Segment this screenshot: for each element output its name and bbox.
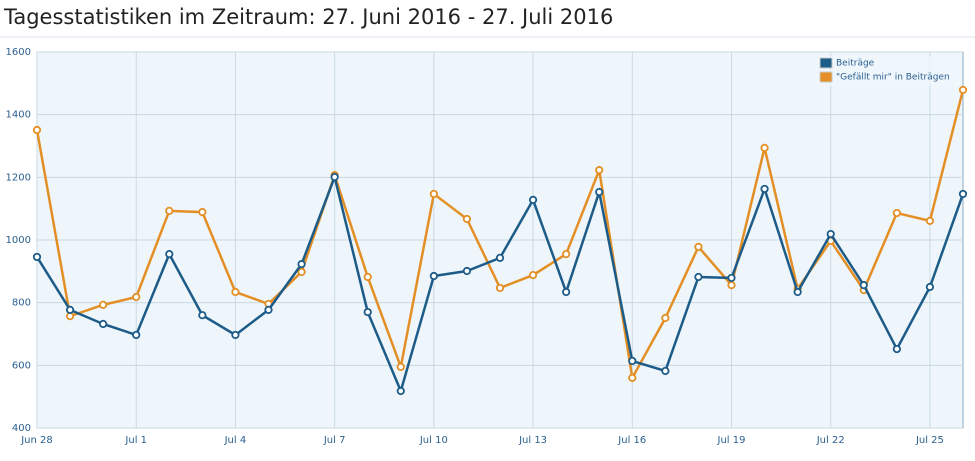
data-point [297,267,306,277]
y-tick-label: 1600 [6,47,31,58]
data-point [330,172,339,182]
data-point [925,282,935,292]
data-point [925,216,935,225]
data-point [99,319,108,329]
x-tick-label: Jul 7 [323,435,346,446]
x-tick-label: Jul 4 [224,435,247,446]
legend-label: Beiträge [836,59,875,69]
y-tick-label: 1000 [6,235,31,246]
data-point [198,311,207,320]
data-point [628,373,637,382]
y-tick-label: 400 [12,423,31,434]
data-point [363,272,372,282]
data-point [562,250,571,259]
data-point [396,386,405,396]
y-tick-label: 1400 [6,110,31,121]
data-point [727,281,736,290]
data-point [958,189,968,199]
data-point [462,266,472,276]
legend-swatch [819,57,833,69]
data-point [65,305,75,314]
data-point [99,300,108,309]
data-point [595,187,604,197]
data-point [198,208,207,217]
y-tick-label: 600 [12,360,31,371]
data-point [562,287,571,297]
data-point [495,253,505,262]
data-point [760,184,769,194]
data-point [429,271,438,281]
data-point [826,229,835,239]
y-tick-label: 1200 [6,172,31,183]
data-point [661,366,670,376]
x-tick-label: Jul 25 [915,435,944,446]
data-point [363,307,372,317]
data-point [132,330,141,340]
data-point [495,283,505,293]
data-point [396,362,405,371]
data-point [462,214,472,224]
data-point [892,344,901,354]
data-point [727,273,736,283]
data-point [264,305,273,314]
data-point [958,85,968,95]
data-point [694,242,703,251]
data-point [132,292,141,302]
data-point [231,287,240,297]
x-tick-label: Jul 22 [816,435,845,446]
data-point [628,356,637,366]
data-point [661,313,670,323]
data-point [165,206,174,215]
data-point [231,330,240,340]
data-point [528,270,538,280]
data-point [165,250,174,259]
data-point [429,189,438,199]
data-point [892,208,901,218]
x-tick-label: Jul 13 [518,435,547,446]
data-point [595,166,604,175]
x-tick-label: Jul 10 [419,435,448,446]
data-point [528,195,538,204]
y-tick-label: 800 [12,298,31,309]
x-tick-label: Jul 16 [617,435,646,446]
legend-box [816,56,960,86]
x-tick-label: Jul 19 [717,435,746,446]
legend-swatch [819,71,833,83]
data-point [859,281,868,290]
data-point [32,252,42,262]
data-point [793,287,802,297]
chart-title: Tagesstatistiken im Zeitraum: 27. Juni 2… [3,5,613,29]
legend-label: "Gefällt mir" in Beiträgen [836,73,950,83]
x-tick-label: Jun 28 [20,435,53,446]
data-point [297,260,306,269]
data-point [760,143,769,152]
data-point [694,272,703,282]
x-tick-label: Jul 1 [124,435,147,446]
data-point [32,125,42,135]
